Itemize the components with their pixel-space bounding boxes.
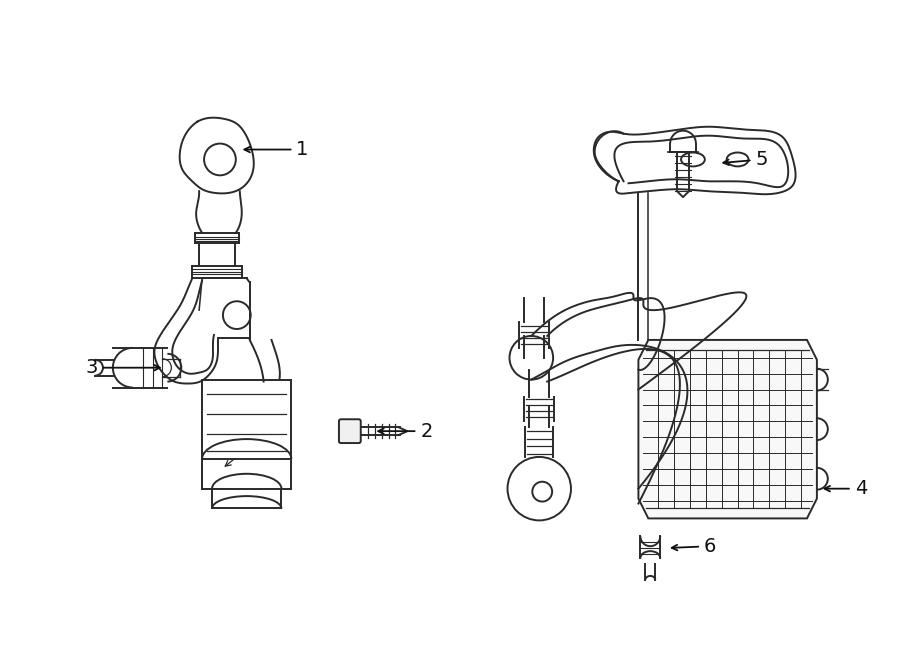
Polygon shape	[638, 340, 817, 518]
Text: 6: 6	[671, 537, 716, 555]
Text: 4: 4	[824, 479, 867, 498]
Text: 5: 5	[724, 150, 768, 169]
Text: 3: 3	[86, 358, 160, 377]
Text: 1: 1	[245, 140, 309, 159]
FancyBboxPatch shape	[339, 419, 361, 443]
Text: 2: 2	[378, 422, 433, 441]
